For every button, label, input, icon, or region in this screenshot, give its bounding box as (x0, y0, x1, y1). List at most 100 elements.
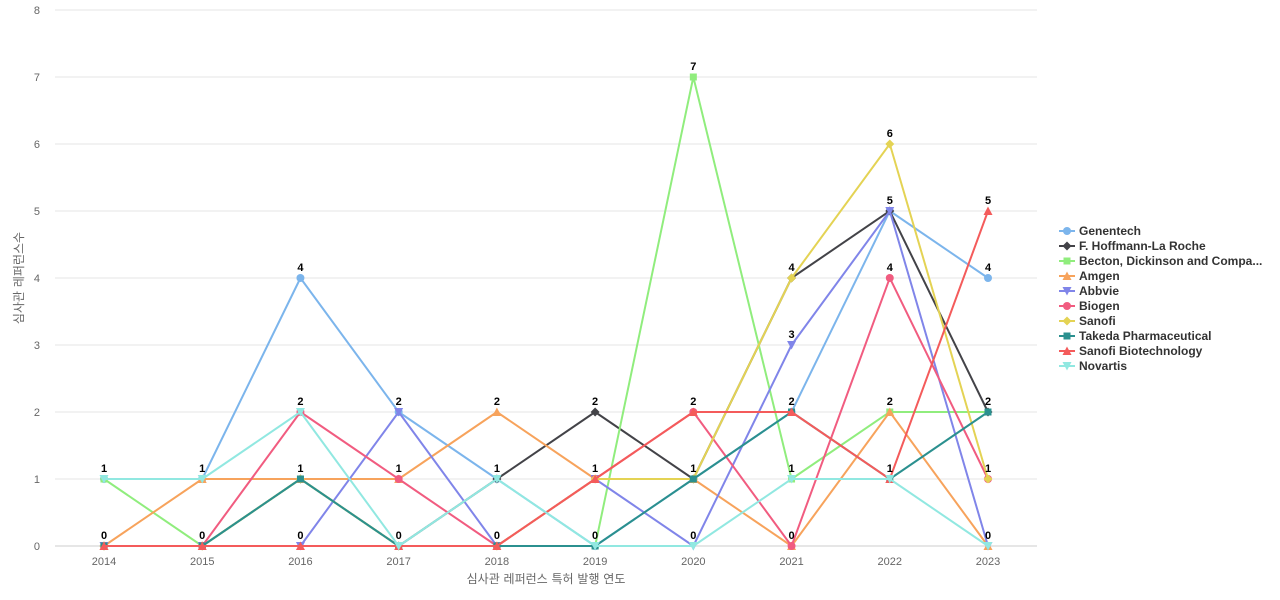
axis-layer: 심사관 레퍼런스 특허 발행 연도 심사관 레퍼런스수 012345678201… (12, 5, 1000, 586)
data-point (492, 541, 502, 550)
data-point (99, 541, 109, 550)
series-line (103, 210, 989, 547)
data-label: 1 (297, 463, 303, 475)
series-line (103, 210, 989, 547)
legend-label: F. Hoffmann-La Roche (1079, 239, 1206, 253)
data-point (787, 542, 796, 550)
y-tick-label: 7 (34, 72, 40, 84)
legend-label: Sanofi Biotechnology (1079, 344, 1203, 358)
data-label: 7 (690, 61, 696, 73)
data-label: 0 (690, 530, 696, 542)
data-point (295, 541, 305, 550)
legend-label: Genentech (1079, 224, 1141, 238)
y-tick-label: 5 (34, 206, 40, 218)
data-label: 2 (887, 396, 893, 408)
data-point (197, 541, 207, 550)
legend-marker (1062, 287, 1072, 296)
data-point (885, 475, 895, 484)
data-point (689, 475, 697, 483)
legend-item[interactable]: Sanofi (1059, 314, 1116, 328)
data-label: 2 (396, 396, 402, 408)
series-line (103, 210, 989, 547)
data-label: 0 (788, 530, 794, 542)
legend-item[interactable]: Biogen (1059, 299, 1120, 313)
data-label: 0 (199, 530, 205, 542)
y-tick-label: 2 (34, 407, 40, 419)
data-label: 2 (592, 396, 598, 408)
legend-marker (1062, 241, 1072, 251)
series-genentech (100, 207, 992, 550)
series-line (103, 411, 989, 547)
data-point (984, 408, 992, 416)
series-f-hoffmann-la-roche (99, 206, 993, 551)
legend-item[interactable]: Novartis (1059, 359, 1127, 373)
legend-item[interactable]: Takeda Pharmaceutical (1059, 329, 1212, 343)
data-point (394, 408, 404, 417)
x-tick-label: 2015 (190, 556, 214, 568)
data-label: 1 (985, 463, 991, 475)
legend-label: Novartis (1079, 359, 1127, 373)
legend-item[interactable]: F. Hoffmann-La Roche (1059, 239, 1206, 253)
legend-label: Becton, Dickinson and Compa... (1079, 254, 1262, 268)
legend-marker (1062, 316, 1072, 326)
data-point (885, 207, 895, 216)
legend-item[interactable]: Becton, Dickinson and Compa... (1059, 254, 1262, 268)
data-label: 4 (788, 262, 795, 274)
data-label: 6 (887, 128, 893, 140)
legend-label: Sanofi (1079, 314, 1116, 328)
legend-marker (1063, 332, 1071, 340)
legend-label: Amgen (1079, 269, 1120, 283)
data-point (492, 475, 502, 484)
data-point (787, 407, 797, 416)
data-point (688, 542, 698, 551)
data-point (99, 475, 109, 484)
data-point (983, 474, 993, 484)
legend-marker (1063, 257, 1071, 265)
data-point (787, 273, 797, 283)
data-point (984, 274, 992, 282)
y-tick-label: 0 (34, 541, 40, 553)
y-tick-label: 4 (34, 273, 40, 285)
data-label: 0 (494, 530, 500, 542)
data-label: 1 (101, 463, 107, 475)
x-tick-label: 2017 (386, 556, 410, 568)
data-label: 0 (985, 530, 991, 542)
data-point (787, 475, 797, 484)
data-point (590, 474, 600, 483)
data-label: 3 (788, 329, 794, 341)
data-label: 1 (494, 463, 500, 475)
data-point (296, 475, 304, 483)
x-tick-label: 2016 (288, 556, 312, 568)
y-tick-label: 8 (34, 5, 40, 17)
y-tick-label: 3 (34, 340, 40, 352)
legend-marker (1062, 346, 1072, 355)
legend-marker (1063, 227, 1071, 235)
legend-item[interactable]: Abbvie (1059, 284, 1119, 298)
data-point (689, 73, 697, 81)
data-point (885, 274, 894, 282)
data-point (590, 542, 600, 551)
data-label: 4 (297, 262, 304, 274)
data-label: 5 (985, 195, 991, 207)
series-line (103, 210, 989, 547)
legend-item[interactable]: Sanofi Biotechnology (1059, 344, 1203, 358)
data-label: 0 (396, 530, 402, 542)
data-label: 2 (788, 396, 794, 408)
data-label: 2 (985, 396, 991, 408)
x-tick-label: 2019 (583, 556, 607, 568)
data-label: 0 (297, 530, 303, 542)
data-point (295, 408, 305, 417)
data-point (787, 341, 797, 350)
data-label: 1 (788, 463, 794, 475)
legend-item[interactable]: Genentech (1059, 224, 1141, 238)
data-point (394, 542, 404, 551)
data-point (197, 475, 207, 484)
y-tick-label: 1 (34, 474, 40, 486)
data-point (885, 407, 895, 416)
legend-item[interactable]: Amgen (1059, 269, 1120, 283)
data-point (983, 206, 993, 215)
data-point (983, 542, 993, 551)
